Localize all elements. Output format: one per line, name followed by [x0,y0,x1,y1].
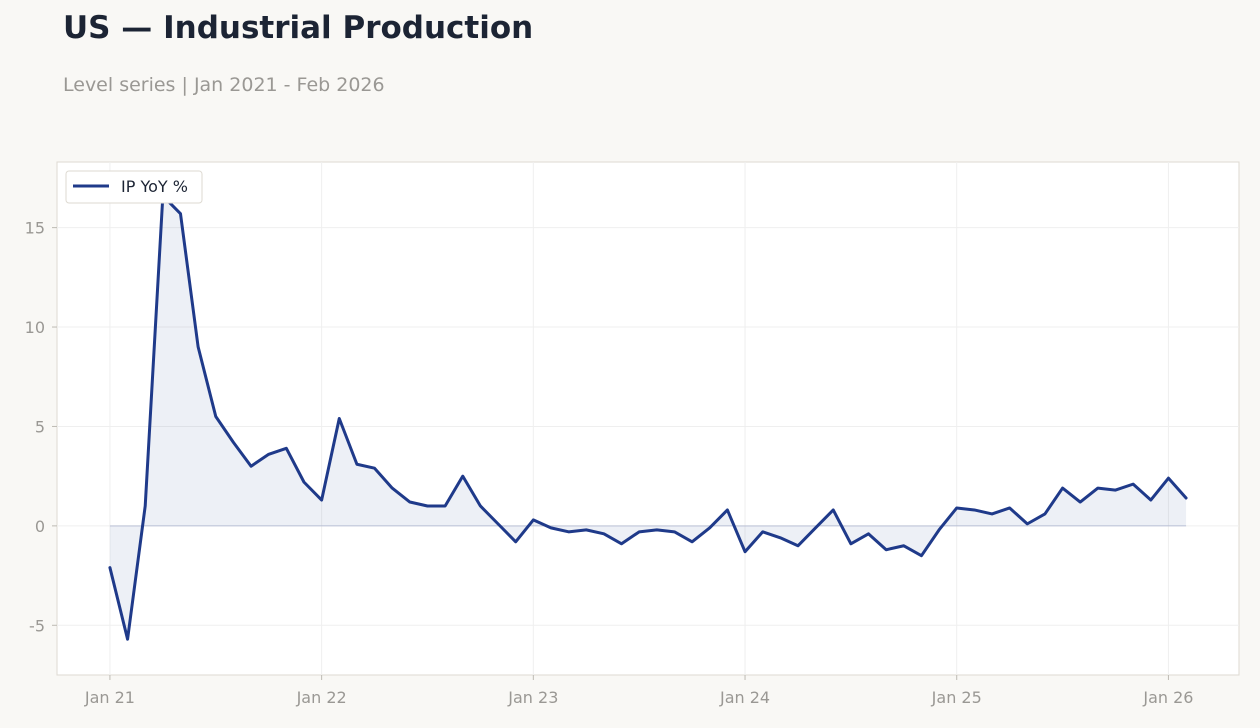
plot-area [56,161,1240,676]
x-tick-label: Jan 25 [931,688,982,707]
area-fill [109,195,1187,640]
y-axis-ticks: -5 0 5 10 15 [25,219,57,635]
y-tick-label: 10 [25,318,45,337]
page-subtitle: Level series | Jan 2021 - Feb 2026 [63,74,385,96]
x-tick-label: Jan 24 [719,688,770,707]
legend: IP YoY % [65,170,203,204]
grid-lines [57,162,1239,675]
series-lines [108,194,1188,641]
x-axis-ticks: Jan 21 Jan 22 Jan 23 Jan 24 Jan 25 Jan 26 [84,675,1193,707]
legend-box [65,170,203,204]
x-tick-label: Jan 23 [507,688,558,707]
y-tick-label: 15 [25,219,45,238]
x-tick-label: Jan 21 [84,688,135,707]
y-tick-label: -5 [29,616,45,635]
x-tick-label: Jan 26 [1142,688,1193,707]
x-tick-label: Jan 22 [296,688,347,707]
series-area-0 [109,195,1187,640]
page-title: US — Industrial Production [63,10,534,46]
y-tick-label: 5 [35,417,45,436]
y-tick-label: 0 [35,517,45,536]
legend-label: IP YoY % [121,177,188,196]
series-line-0 [108,194,1188,641]
